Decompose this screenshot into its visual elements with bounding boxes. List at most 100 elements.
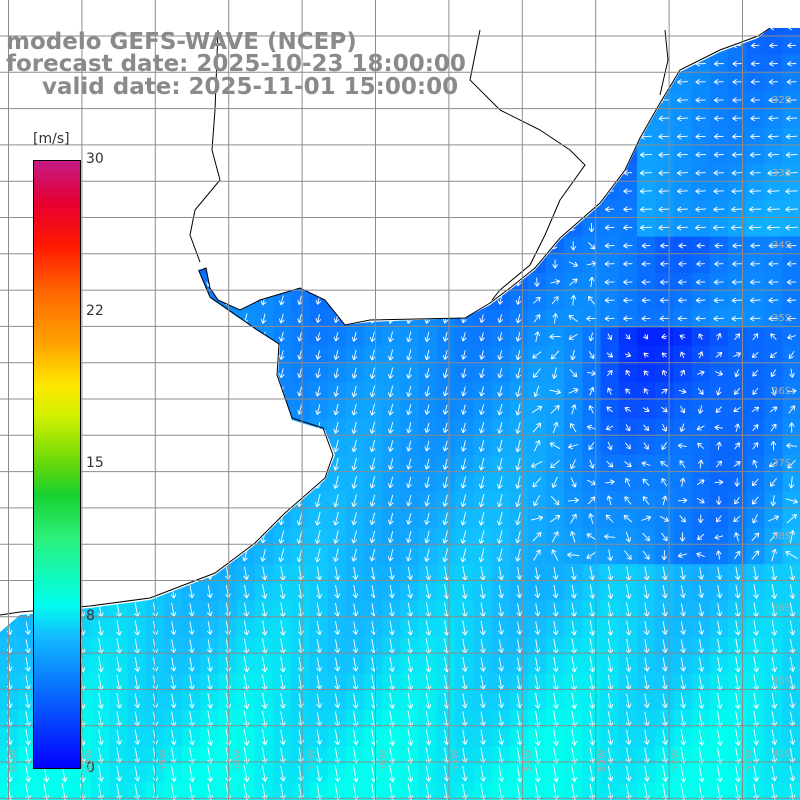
wind-arrow xyxy=(698,639,705,654)
wind-arrow xyxy=(206,585,213,599)
wind-arrow xyxy=(550,405,560,414)
wind-arrow xyxy=(188,657,195,672)
wind-arrow xyxy=(676,133,688,140)
wind-arrow xyxy=(625,531,632,543)
wind-arrow xyxy=(369,331,376,343)
wind-arrow xyxy=(680,657,686,672)
wind-arrow xyxy=(680,765,687,783)
wind-arrow xyxy=(716,585,723,599)
wind-arrow xyxy=(387,458,394,471)
wind-arrow xyxy=(531,460,543,468)
wind-arrow xyxy=(661,584,668,599)
wind-arrow xyxy=(641,242,651,249)
wind-arrow xyxy=(568,314,578,322)
wind-arrow xyxy=(406,476,412,489)
lon-label: 55W xyxy=(450,749,461,772)
wind-arrow xyxy=(639,188,653,195)
wind-arrow xyxy=(732,261,742,267)
wind-arrow xyxy=(750,279,761,285)
wind-arrow xyxy=(389,692,395,709)
wind-arrow xyxy=(785,498,798,504)
wind-arrow xyxy=(442,404,449,415)
wind-arrow xyxy=(588,513,594,524)
wind-arrow xyxy=(734,478,740,487)
wind-arrow xyxy=(625,693,632,709)
wind-arrow xyxy=(515,367,522,379)
wind-arrow xyxy=(695,97,706,103)
wind-arrow xyxy=(170,657,177,672)
wind-arrow xyxy=(351,421,358,434)
colorbar-tick-15: 15 xyxy=(86,455,104,471)
wind-arrow xyxy=(715,370,723,376)
wind-arrow xyxy=(189,765,195,783)
wind-arrow xyxy=(479,584,486,599)
wind-arrow xyxy=(534,692,541,709)
wind-arrow xyxy=(515,475,521,489)
wind-arrow xyxy=(623,261,633,267)
wind-arrow xyxy=(787,459,796,469)
wind-arrow xyxy=(587,241,596,250)
wind-arrow xyxy=(696,425,705,431)
wind-arrow xyxy=(442,350,449,360)
wind-arrow xyxy=(351,494,358,508)
wind-arrow xyxy=(697,514,704,524)
wind-arrow xyxy=(533,549,541,561)
wind-arrow xyxy=(551,476,558,488)
wind-arrow xyxy=(607,441,613,451)
wind-arrow xyxy=(607,693,614,709)
wind-arrow xyxy=(698,657,705,672)
wind-arrow xyxy=(369,385,376,398)
wind-arrow xyxy=(351,475,358,489)
wind-arrow xyxy=(334,639,341,654)
wind-arrow xyxy=(589,566,595,581)
wind-arrow xyxy=(496,475,503,489)
wind-arrow xyxy=(352,603,359,617)
wind-arrow xyxy=(424,349,431,361)
wind-arrow xyxy=(534,277,540,287)
wind-arrow xyxy=(658,188,670,195)
wind-arrow xyxy=(134,693,141,709)
wind-arrow xyxy=(243,566,250,581)
wind-arrow xyxy=(316,584,323,599)
wind-arrow xyxy=(497,457,503,471)
wind-arrow xyxy=(659,515,669,522)
wind-arrow xyxy=(787,388,797,395)
wind-arrow xyxy=(351,512,358,526)
lat-label: 33S xyxy=(772,168,792,179)
wind-arrow xyxy=(498,675,504,690)
wind-arrow xyxy=(751,351,759,359)
wind-arrow xyxy=(734,423,741,432)
wind-arrow xyxy=(551,549,559,561)
wind-arrow xyxy=(639,206,653,213)
wind-arrow xyxy=(406,440,412,452)
wind-arrow xyxy=(460,422,467,434)
wind-arrow xyxy=(553,728,559,746)
wind-arrow xyxy=(260,313,267,324)
wind-arrow xyxy=(478,511,485,526)
wind-arrow xyxy=(769,406,778,413)
wind-arrow xyxy=(316,639,322,654)
wind-arrow xyxy=(369,439,376,453)
wind-arrow xyxy=(625,729,632,745)
wind-arrow xyxy=(568,333,578,340)
wind-arrow xyxy=(334,584,341,599)
wind-arrow xyxy=(515,403,522,416)
wind-arrow xyxy=(786,115,798,122)
wind-arrow xyxy=(570,566,577,581)
wind-arrow xyxy=(552,585,559,599)
wind-arrow xyxy=(752,514,758,524)
wind-arrow xyxy=(769,531,778,542)
wind-arrow xyxy=(515,421,521,434)
wind-arrow xyxy=(658,170,670,176)
wind-arrow xyxy=(607,656,614,673)
wind-arrow xyxy=(659,297,669,304)
wind-arrow xyxy=(460,512,467,526)
wind-arrow xyxy=(442,530,449,544)
wind-arrow xyxy=(730,224,744,231)
wind-arrow xyxy=(768,515,780,522)
wind-arrow xyxy=(749,188,762,195)
wind-arrow xyxy=(643,657,650,672)
wind-arrow xyxy=(625,388,631,395)
wind-arrow xyxy=(677,315,688,322)
